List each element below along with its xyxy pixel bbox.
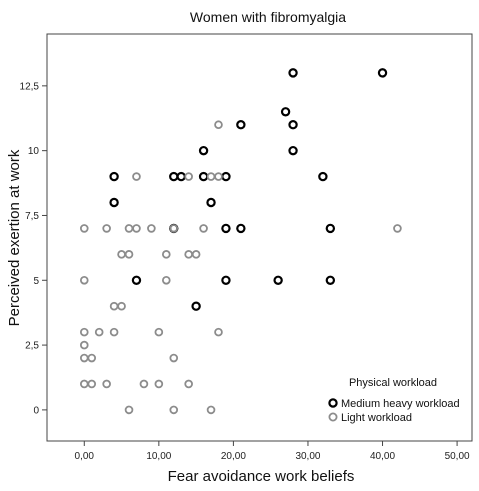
x-tick-label: 0,00 xyxy=(75,451,95,462)
data-point-light xyxy=(161,275,171,285)
plot-frame xyxy=(46,33,473,442)
legend-marker-medium xyxy=(328,398,338,408)
data-point-light xyxy=(161,250,171,259)
data-points xyxy=(79,68,402,415)
data-point-light xyxy=(184,250,193,259)
data-point-light xyxy=(87,379,97,389)
x-tick-label: 40,00 xyxy=(370,451,395,462)
data-point-light xyxy=(191,250,201,259)
data-point-light xyxy=(117,301,126,311)
data-point-medium-heavy xyxy=(273,275,283,285)
y-tick-label: 12,5 xyxy=(20,81,40,92)
data-point-medium-heavy xyxy=(325,223,336,234)
chart-title: Women with fibromyalgia xyxy=(190,9,346,25)
data-point-light xyxy=(132,224,141,233)
data-point-light xyxy=(79,353,89,363)
data-point-light xyxy=(109,301,119,311)
legend: Physical workload Medium heavy workload … xyxy=(327,370,467,428)
data-point-medium-heavy xyxy=(206,197,216,208)
data-point-light xyxy=(79,224,89,233)
y-axis: 0 2,5 5 7,5 10 12,5 xyxy=(20,81,47,416)
data-point-medium-heavy xyxy=(176,171,186,182)
data-point-medium-heavy xyxy=(109,197,119,208)
data-point-medium-heavy xyxy=(198,145,209,156)
data-point-light xyxy=(214,120,223,130)
data-point-light xyxy=(199,224,208,233)
data-point-light xyxy=(206,405,216,415)
data-point-light xyxy=(117,250,126,259)
data-point-light xyxy=(169,224,179,233)
data-point-light xyxy=(79,275,89,285)
y-tick-label: 10 xyxy=(28,146,40,157)
data-point-light xyxy=(109,327,119,337)
data-point-light xyxy=(393,224,402,233)
data-point-light xyxy=(132,172,141,181)
data-point-light xyxy=(94,327,104,337)
data-point-light xyxy=(79,327,89,337)
y-tick-label: 7,5 xyxy=(25,211,39,222)
legend-box xyxy=(327,370,467,428)
data-point-medium-heavy xyxy=(191,301,201,311)
data-point-light xyxy=(147,224,156,233)
data-point-medium-heavy xyxy=(221,171,231,182)
data-point-light xyxy=(169,405,179,415)
y-tick-label: 5 xyxy=(33,276,39,287)
data-point-medium-heavy xyxy=(131,275,142,285)
data-point-medium-heavy xyxy=(325,275,336,285)
data-point-medium-heavy xyxy=(236,120,246,130)
y-axis-title: Perceived exertion at work xyxy=(6,149,23,326)
data-point-light xyxy=(206,172,216,181)
data-point-light xyxy=(79,379,89,389)
data-point-light xyxy=(154,379,164,389)
x-tick-label: 20,00 xyxy=(221,451,246,462)
x-tick-label: 10,00 xyxy=(146,451,171,462)
data-point-medium-heavy xyxy=(318,171,328,182)
data-point-light xyxy=(214,172,223,181)
data-point-medium-heavy xyxy=(280,107,291,117)
data-point-medium-heavy xyxy=(109,171,119,182)
data-point-light xyxy=(79,340,89,350)
data-point-medium-heavy xyxy=(198,171,209,182)
data-point-medium-heavy xyxy=(236,223,246,234)
legend-entry-medium: Medium heavy workload xyxy=(341,398,460,410)
data-point-medium-heavy xyxy=(288,120,298,130)
data-point-light xyxy=(124,224,134,233)
data-point-light xyxy=(154,327,164,337)
y-tick-label: 0 xyxy=(33,405,39,416)
data-point-medium-heavy xyxy=(288,145,298,156)
data-point-light xyxy=(139,379,149,389)
data-point-light xyxy=(214,327,223,337)
x-axis: 0,00 10,00 20,00 30,00 40,00 50,00 xyxy=(75,441,470,462)
data-point-medium-heavy xyxy=(221,275,231,285)
data-point-medium-heavy xyxy=(169,171,179,182)
data-point-light xyxy=(124,405,134,415)
legend-entry-light: Light workload xyxy=(341,412,412,424)
data-point-light xyxy=(87,353,97,363)
x-axis-title: Fear avoidance work beliefs xyxy=(168,468,355,485)
data-point-light xyxy=(184,172,193,181)
data-point-medium-heavy xyxy=(377,68,388,78)
data-point-medium-heavy xyxy=(221,223,231,234)
data-point-light xyxy=(102,379,111,389)
data-point-light xyxy=(169,353,179,363)
y-tick-label: 2,5 xyxy=(25,341,39,352)
data-point-light xyxy=(184,379,193,389)
legend-marker-light xyxy=(328,412,338,422)
x-tick-label: 30,00 xyxy=(295,451,320,462)
data-point-light xyxy=(102,224,111,233)
data-point-medium-heavy xyxy=(288,68,298,78)
legend-title: Physical workload xyxy=(349,377,437,389)
x-tick-label: 50,00 xyxy=(445,451,470,462)
data-point-light xyxy=(124,250,134,259)
